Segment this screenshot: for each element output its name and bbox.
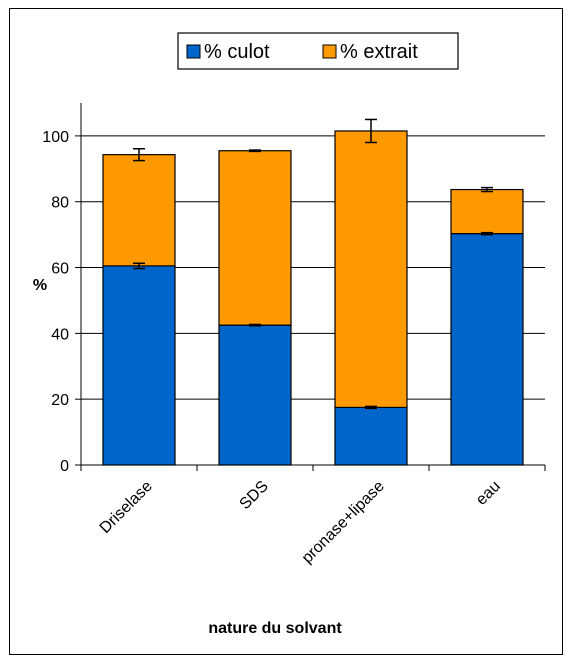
bar-extrait	[218, 150, 292, 326]
error-bar	[249, 149, 261, 153]
legend-swatch-culot	[186, 44, 201, 59]
x-tick-label: Driselase	[97, 478, 156, 537]
error-bar	[133, 262, 145, 270]
legend: % culot % extrait	[177, 32, 459, 70]
x-tick-labels: Driselase SDS pronase+lipase eau	[97, 478, 504, 567]
y-tick-label: 80	[51, 195, 69, 212]
y-tick-labels: 0 20 40 60 80 100	[42, 129, 69, 475]
y-tick-label: 40	[51, 326, 69, 343]
y-tick-label: 20	[51, 392, 69, 409]
error-bar	[249, 323, 261, 327]
x-tick-label: pronase+lipase	[299, 478, 388, 567]
y-tick-label: 0	[60, 458, 69, 475]
legend-label-extrait: % extrait	[340, 41, 418, 63]
error-bar	[365, 405, 377, 410]
axes	[75, 103, 546, 471]
error-bars	[133, 118, 493, 410]
error-bar	[133, 147, 145, 162]
error-bar	[365, 118, 377, 144]
error-bar	[481, 231, 493, 236]
x-tick-label: eau	[473, 478, 504, 509]
bar-culot	[218, 324, 292, 466]
bar-culot	[102, 265, 176, 466]
bar-extrait	[334, 130, 408, 409]
y-axis-title: %	[33, 277, 47, 294]
bar-culot	[334, 406, 408, 466]
bar-culot	[450, 233, 524, 466]
error-bar	[481, 186, 493, 193]
legend-box	[177, 32, 459, 70]
legend-label-culot: % culot	[204, 41, 270, 63]
bars	[102, 130, 524, 466]
x-tick-label: SDS	[237, 478, 272, 513]
bar-extrait	[450, 188, 524, 235]
y-tick-label: 60	[51, 261, 69, 278]
x-axis-title: nature du solvant	[208, 620, 342, 637]
y-tick-label: 100	[42, 129, 69, 146]
legend-swatch-extrait	[322, 44, 337, 59]
bar-extrait	[102, 154, 176, 267]
